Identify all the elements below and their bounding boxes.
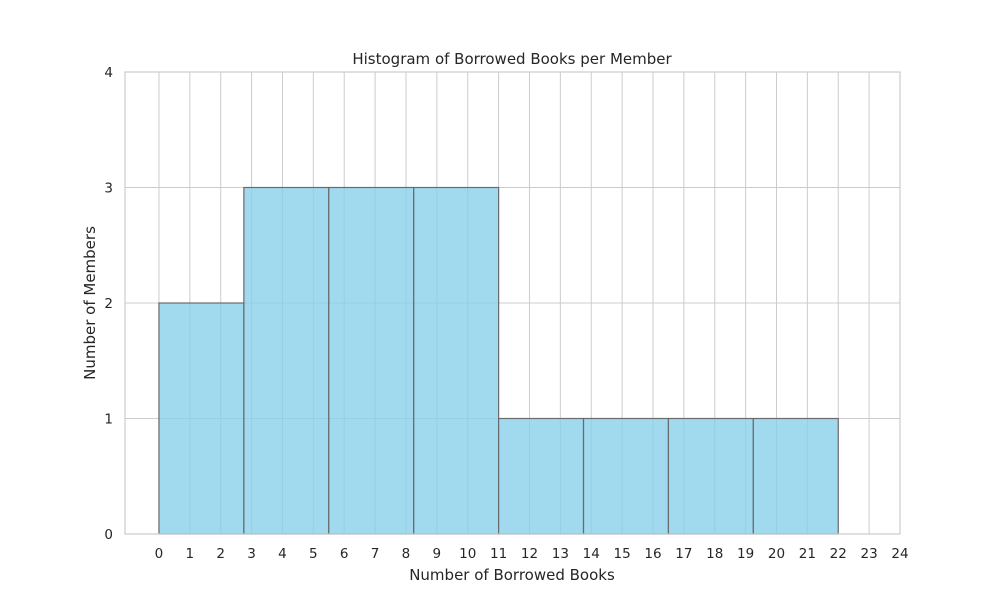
x-axis-label: Number of Borrowed Books [409,566,615,584]
x-tick-label: 19 [737,546,754,562]
x-tick-label: 20 [768,546,785,562]
x-tick-label: 2 [216,546,225,562]
histogram-bar [413,186,500,535]
histogram-bar [243,186,330,535]
x-tick-label: 21 [799,546,816,562]
y-tick-label: 3 [104,181,113,197]
histogram-bars [158,186,839,535]
x-tick-label: 14 [583,546,600,562]
x-tick-label: 9 [433,546,442,562]
x-tick-label: 23 [861,546,878,562]
x-tick-label: 18 [706,546,723,562]
x-tick-label: 22 [830,546,847,562]
x-tick-label: 11 [490,546,507,562]
y-axis-label: Number of Members [81,226,99,380]
y-axis-tick-labels: 0 1 2 3 4 [104,65,113,543]
histogram-bar [498,417,585,535]
x-tick-label: 7 [371,546,380,562]
y-tick-label: 2 [104,296,113,312]
y-tick-label: 0 [104,527,113,543]
x-tick-label: 4 [278,546,287,562]
y-tick-label: 4 [104,65,113,81]
x-tick-label: 24 [891,546,908,562]
histogram-bar [752,417,839,535]
x-tick-label: 0 [155,546,164,562]
x-tick-label: 16 [644,546,661,562]
x-tick-label: 3 [247,546,256,562]
y-tick-label: 1 [104,412,113,428]
x-tick-label: 6 [340,546,349,562]
chart-title: Histogram of Borrowed Books per Member [352,50,672,68]
x-tick-label: 17 [675,546,692,562]
histogram-bar [158,302,245,535]
histogram-bar [667,417,754,535]
histogram-bar [582,417,670,535]
x-tick-label: 13 [552,546,569,562]
x-tick-label: 12 [521,546,538,562]
x-tick-label: 1 [186,546,195,562]
x-tick-label: 10 [459,546,476,562]
histogram-bar [328,186,415,535]
plot-frame [124,71,901,535]
x-tick-label: 8 [402,546,411,562]
x-axis-tick-labels: 0 1 2 3 4 5 6 7 8 9 10 11 12 13 14 15 16 17 18 19 20 21 22 23 24 [155,546,909,562]
x-tick-label: 15 [614,546,631,562]
x-tick-label: 5 [309,546,318,562]
